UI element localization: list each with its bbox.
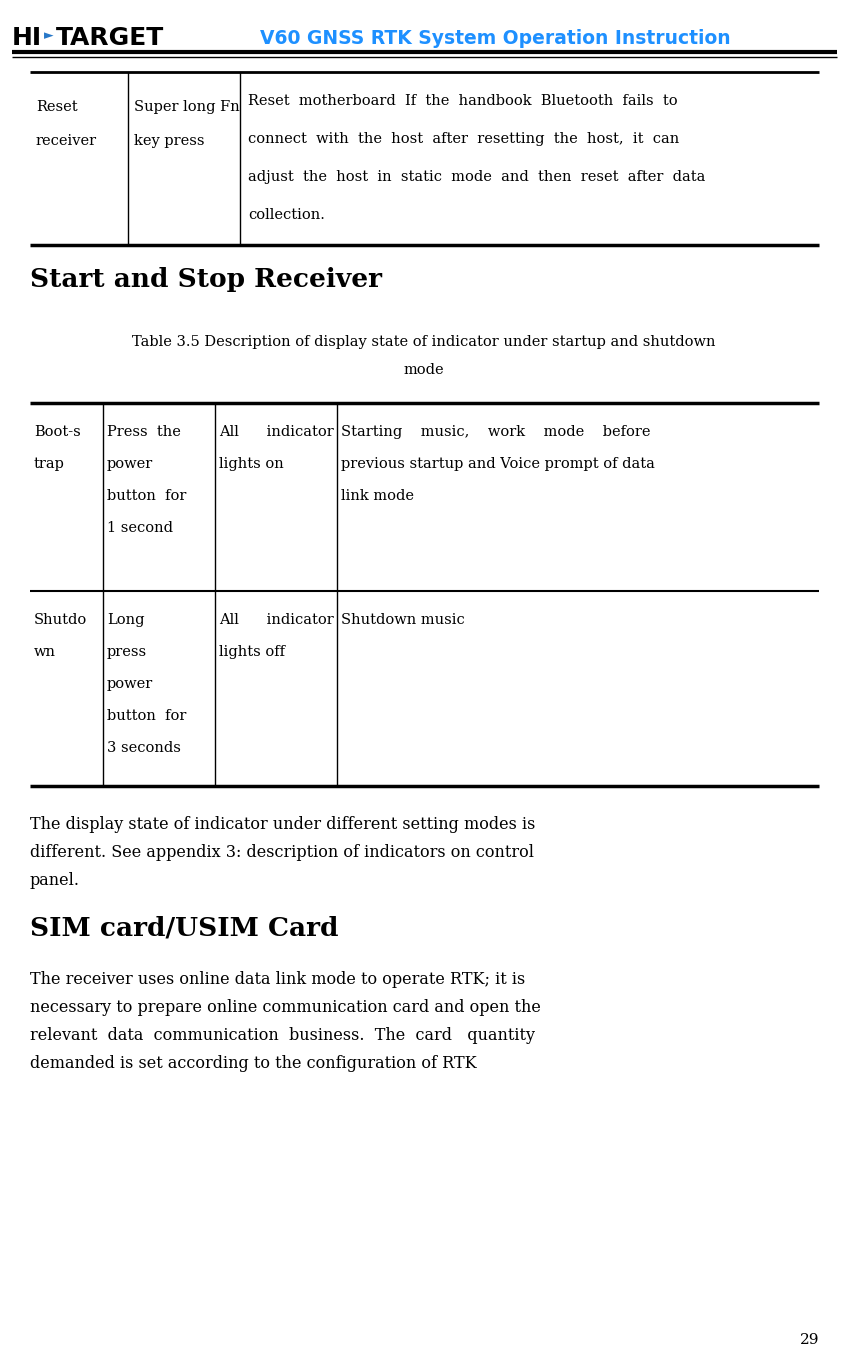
- Text: HI: HI: [12, 26, 42, 51]
- Text: mode: mode: [403, 363, 444, 377]
- Text: relevant  data  communication  business.  The  card   quantity: relevant data communication business. Th…: [30, 1026, 535, 1044]
- Text: different. See appendix 3: description of indicators on control: different. See appendix 3: description o…: [30, 844, 534, 861]
- Text: Shutdo: Shutdo: [34, 613, 87, 627]
- Text: 29: 29: [800, 1334, 819, 1347]
- Text: press: press: [107, 646, 147, 659]
- Text: lights on: lights on: [219, 457, 284, 471]
- Text: trap: trap: [34, 457, 65, 471]
- Text: Starting    music,    work    mode    before: Starting music, work mode before: [341, 425, 650, 440]
- Text: TARGET: TARGET: [56, 26, 164, 51]
- Text: power: power: [107, 677, 154, 691]
- Text: connect  with  the  host  after  resetting  the  host,  it  can: connect with the host after resetting th…: [248, 132, 679, 146]
- Text: button  for: button for: [107, 708, 187, 723]
- Text: ►: ►: [44, 30, 53, 42]
- Text: Boot-s: Boot-s: [34, 425, 81, 440]
- Text: link mode: link mode: [341, 489, 414, 502]
- Text: 3 seconds: 3 seconds: [107, 741, 181, 755]
- Text: Shutdown music: Shutdown music: [341, 613, 464, 627]
- Text: adjust  the  host  in  static  mode  and  then  reset  after  data: adjust the host in static mode and then …: [248, 171, 706, 184]
- Text: lights off: lights off: [219, 646, 285, 659]
- Text: panel.: panel.: [30, 872, 80, 889]
- Text: previous startup and Voice prompt of data: previous startup and Voice prompt of dat…: [341, 457, 655, 471]
- Text: Super long Fn: Super long Fn: [134, 100, 239, 115]
- Text: demanded is set according to the configuration of RTK: demanded is set according to the configu…: [30, 1055, 476, 1072]
- Text: Table 3.5 Description of display state of indicator under startup and shutdown: Table 3.5 Description of display state o…: [132, 334, 716, 349]
- Text: receiver: receiver: [36, 134, 97, 147]
- Text: The receiver uses online data link mode to operate RTK; it is: The receiver uses online data link mode …: [30, 971, 526, 988]
- Text: button  for: button for: [107, 489, 187, 502]
- Text: necessary to prepare online communication card and open the: necessary to prepare online communicatio…: [30, 999, 541, 1016]
- Text: wn: wn: [34, 646, 56, 659]
- Text: V60 GNSS RTK System Operation Instruction: V60 GNSS RTK System Operation Instructio…: [260, 29, 731, 48]
- Text: Long: Long: [107, 613, 144, 627]
- Text: All      indicator: All indicator: [219, 613, 334, 627]
- Text: Press  the: Press the: [107, 425, 181, 440]
- Text: 1 second: 1 second: [107, 521, 173, 535]
- Text: collection.: collection.: [248, 207, 325, 222]
- Text: Reset: Reset: [36, 100, 77, 115]
- Text: power: power: [107, 457, 154, 471]
- Text: Start and Stop Receiver: Start and Stop Receiver: [30, 268, 382, 292]
- Text: Reset  motherboard  If  the  handbook  Bluetooth  fails  to: Reset motherboard If the handbook Blueto…: [248, 94, 678, 108]
- Text: The display state of indicator under different setting modes is: The display state of indicator under dif…: [30, 816, 536, 833]
- Text: SIM card/USIM Card: SIM card/USIM Card: [30, 916, 339, 940]
- Text: All      indicator: All indicator: [219, 425, 334, 440]
- Text: key press: key press: [134, 134, 205, 147]
